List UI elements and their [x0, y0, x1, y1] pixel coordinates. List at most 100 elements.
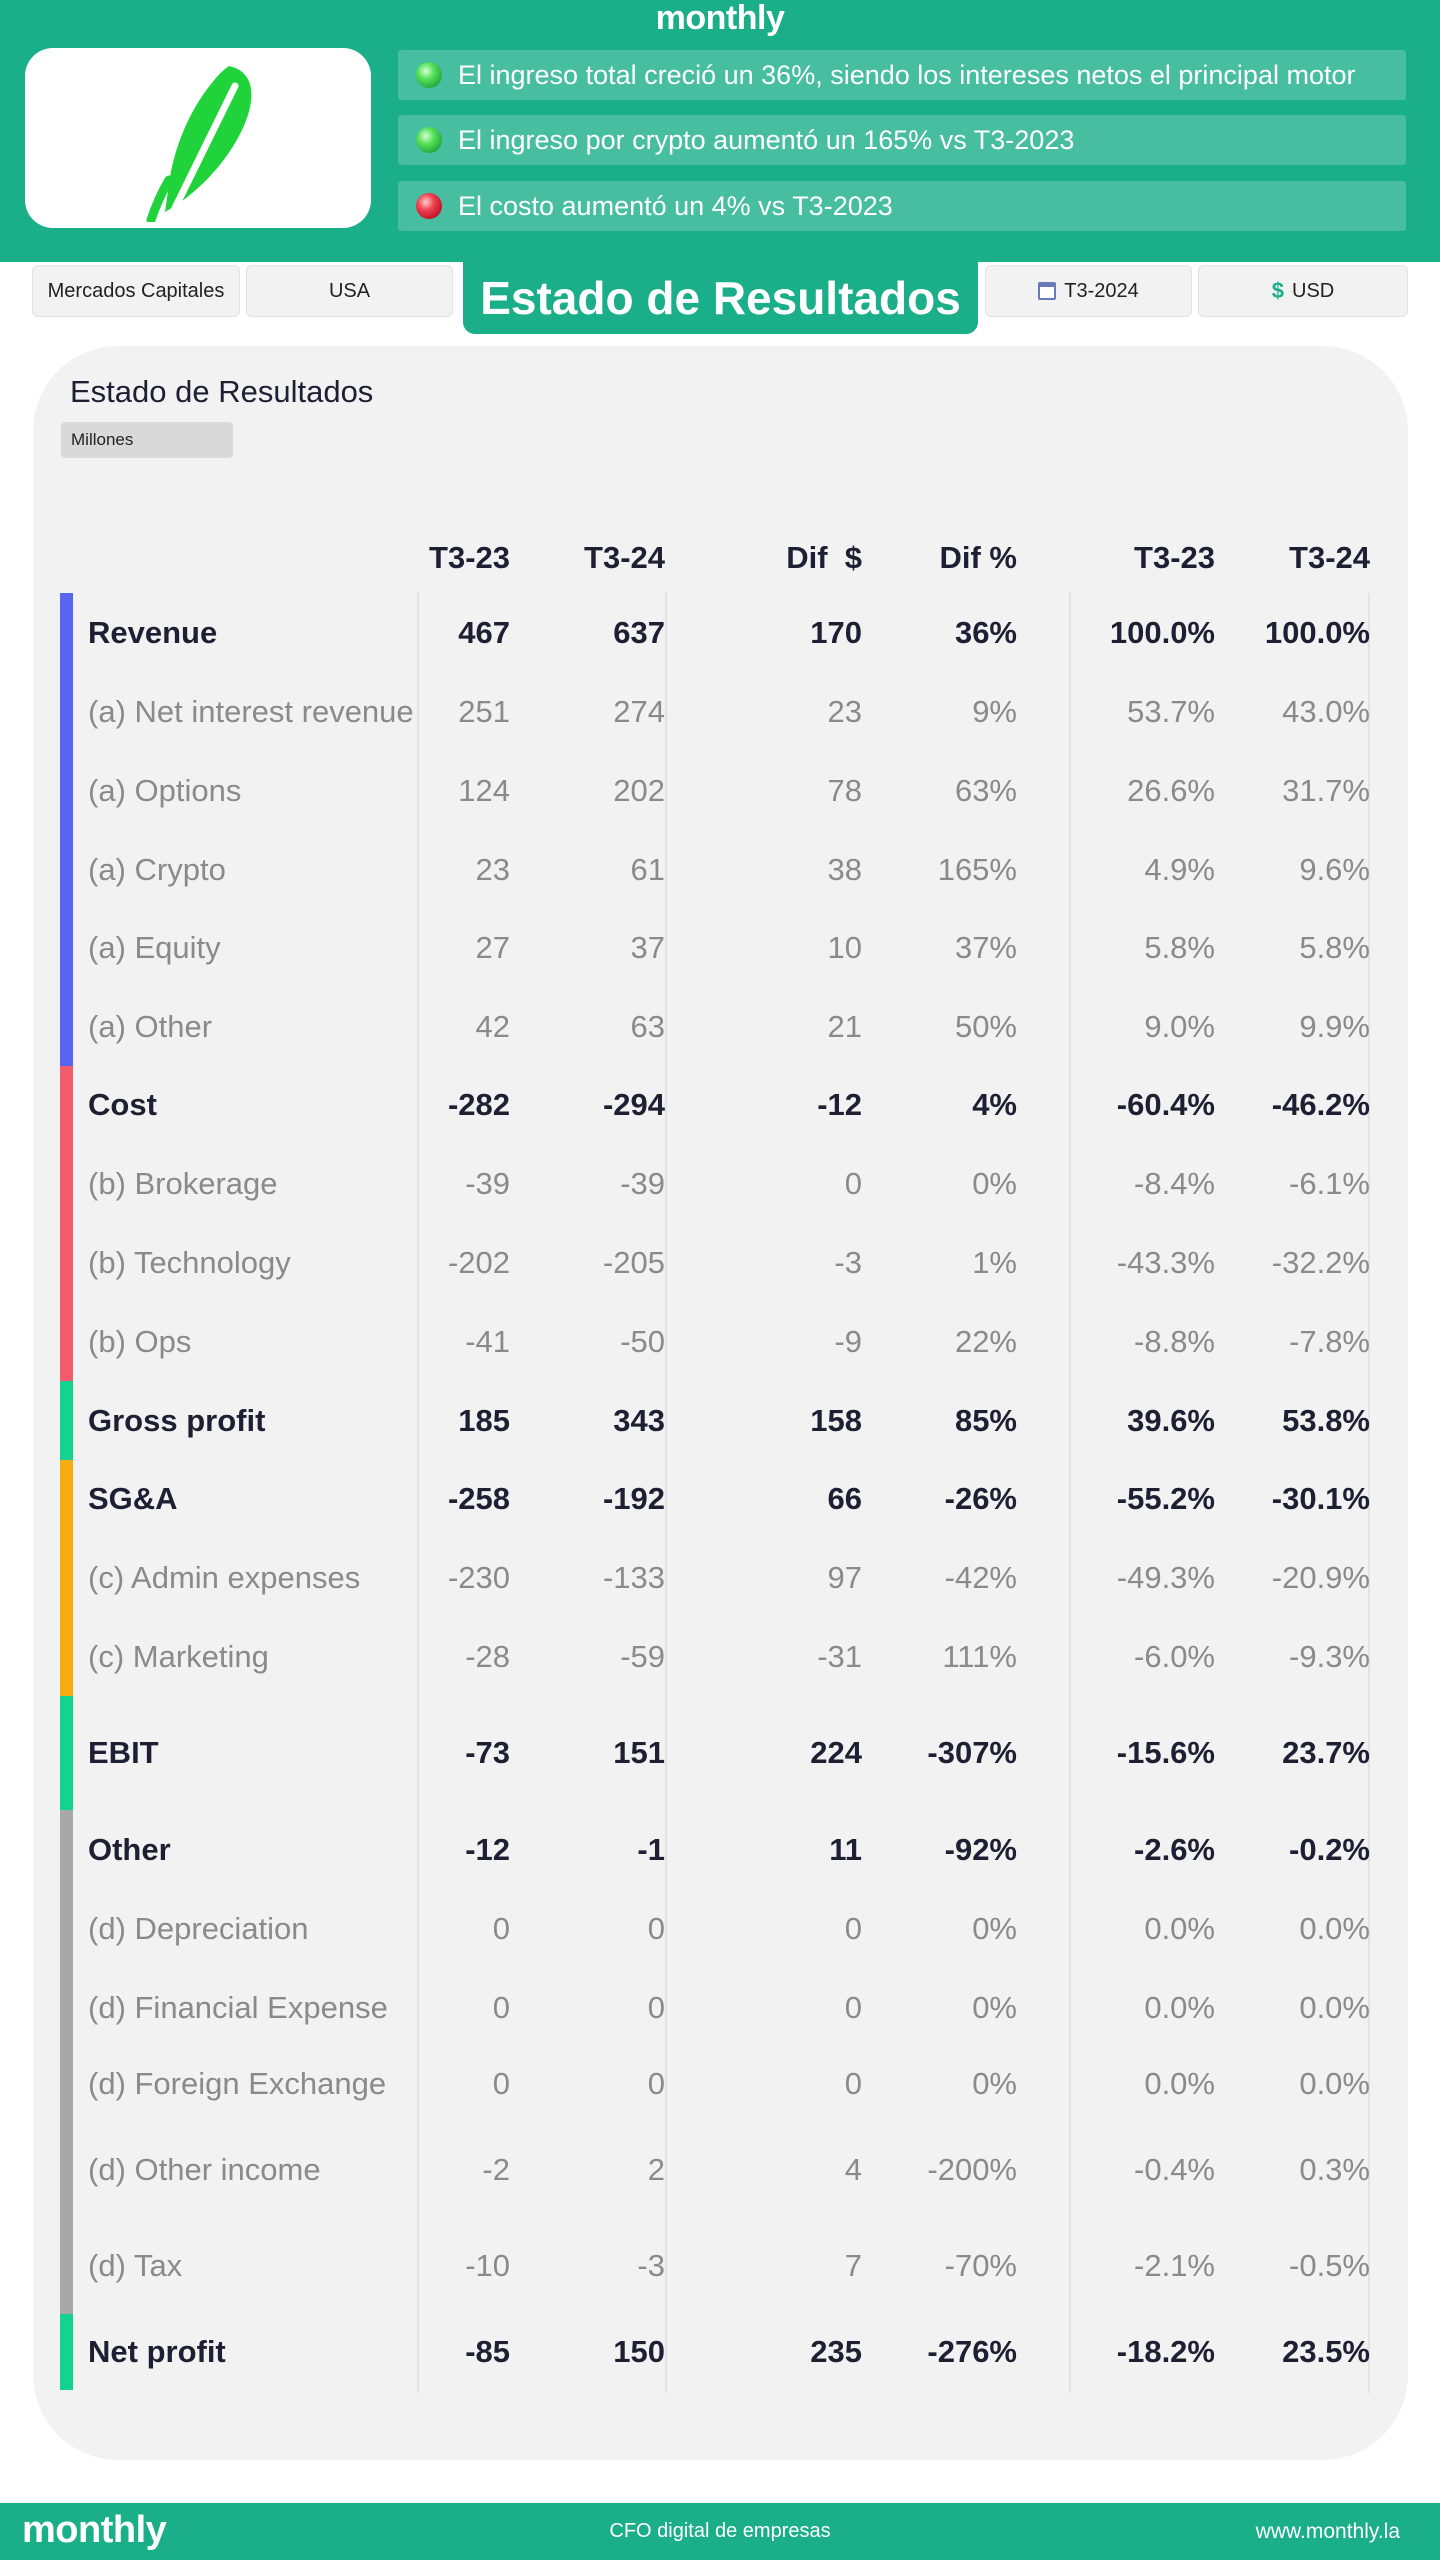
table-cell: -294 [602, 1087, 665, 1122]
table-cell: -59 [620, 1639, 665, 1674]
table-cell: -42% [944, 1560, 1017, 1595]
table-cell: -200% [927, 2152, 1017, 2187]
country-filter[interactable]: USA [246, 265, 453, 317]
feather-logo [146, 66, 252, 222]
category-color-bar [60, 1381, 73, 1460]
table-cell: 53.7% [1127, 694, 1215, 729]
column-header: T3-23 [429, 540, 510, 575]
table-cell: 42 [475, 1009, 510, 1044]
table-cell: 0.0% [1144, 2066, 1215, 2101]
row-label: (c) Marketing [88, 1639, 269, 1674]
table-cell: -49.3% [1116, 1560, 1215, 1595]
table-cell: -55.2% [1116, 1481, 1215, 1516]
row-label: (b) Ops [88, 1324, 192, 1359]
table-cell: -43.3% [1116, 1245, 1215, 1280]
column-divider [665, 593, 667, 2393]
category-color-bar [60, 751, 73, 830]
table-cell: 150 [613, 2334, 665, 2369]
currency-filter-label: USD [1292, 279, 1335, 302]
table-cell: -20.9% [1271, 1560, 1370, 1595]
table-cell: 251 [458, 694, 510, 729]
table-cell: 63% [954, 773, 1017, 808]
table-cell: 4 [844, 2152, 862, 2187]
table-cell: -41 [465, 1324, 510, 1359]
brand-logo-text: monthly [655, 0, 785, 37]
category-color-bar [60, 2314, 73, 2390]
table-cell: 111% [942, 1639, 1017, 1674]
footer-tagline: CFO digital de empresas [609, 2520, 831, 2542]
highlight-text: El ingreso por crypto aumentó un 165% vs… [458, 124, 1075, 155]
category-color-bar [60, 1538, 73, 1617]
footer: monthly CFO digital de empresas www.mont… [0, 2503, 1440, 2560]
table-cell: 0.3% [1299, 2152, 1370, 2187]
table-cell: -73 [465, 1735, 510, 1770]
table-cell: -2.1% [1134, 2248, 1215, 2283]
table-cell: 78 [827, 773, 862, 808]
table-cell: 37% [954, 930, 1017, 965]
table-row: Gross profit 185 343 158 85% 39.6% 53.8% [60, 1381, 1370, 1460]
column-divider [417, 593, 419, 2393]
table-row: (b) Ops -41 -50 -9 22% -8.8% -7.8% [60, 1302, 1370, 1381]
table-title: Estado de Resultados [70, 374, 374, 409]
table-cell: 100.0% [1264, 615, 1370, 650]
table-cell: 0 [492, 1911, 510, 1946]
company-logo-card [25, 48, 371, 228]
table-cell: 0 [844, 1166, 862, 1201]
table-row: (d) Tax -10 -3 7 -70% -2.1% -0.5% [60, 2218, 1370, 2314]
table-cell: 0.0% [1299, 1990, 1370, 2025]
table-cell: -202 [447, 1245, 510, 1280]
table-cell: 53.8% [1282, 1403, 1370, 1438]
table-cell: -9.3% [1289, 1639, 1370, 1674]
table-cell: -8.4% [1134, 1166, 1215, 1201]
table-cell: 0 [844, 1911, 862, 1946]
footer-website-link[interactable]: www.monthly.la [1255, 2520, 1400, 2543]
table-row: (d) Depreciation 0 0 0 0% 0.0% 0.0% [60, 1889, 1370, 1968]
table-cell: 26.6% [1127, 773, 1215, 808]
row-label: Gross profit [88, 1403, 266, 1438]
category-color-bar [60, 1302, 73, 1381]
table-cell: -18.2% [1116, 2334, 1215, 2369]
row-label: (a) Net interest revenue [88, 694, 414, 729]
table-cell: 9.9% [1299, 1009, 1370, 1044]
category-color-bar [60, 593, 73, 672]
category-color-bar [60, 908, 73, 987]
table-cell: -6.0% [1134, 1639, 1215, 1674]
table-cell: -0.5% [1289, 2248, 1370, 2283]
column-divider [1069, 593, 1071, 2393]
row-label: (c) Admin expenses [88, 1560, 361, 1595]
table-row: Cost -282 -294 -12 4% -60.4% -46.2% [60, 1066, 1370, 1144]
period-filter[interactable]: T3-2024 [985, 265, 1192, 317]
table-cell: 23 [475, 852, 510, 887]
category-color-bar [60, 1968, 73, 2047]
row-label: (a) Other [88, 1009, 213, 1044]
table-row: (a) Net interest revenue 251 274 23 9% 53.7% 4… [60, 672, 1370, 751]
table-row: (a) Equity 27 37 10 37% 5.8% 5.8% [60, 908, 1370, 987]
table-cell: 0.0% [1299, 1911, 1370, 1946]
sector-filter[interactable]: Mercados Capitales [32, 265, 240, 317]
row-label: Net profit [88, 2334, 226, 2369]
table-cell: -276% [927, 2334, 1017, 2369]
table-cell: 27 [475, 930, 510, 965]
table-row: (d) Other income -2 2 4 -200% -0.4% 0.3% [60, 2121, 1370, 2218]
table-cell: 202 [613, 773, 665, 808]
table-cell: -6.1% [1289, 1166, 1370, 1201]
table-cell: 0 [844, 2066, 862, 2101]
table-cell: -85 [465, 2334, 510, 2369]
category-color-bar [60, 1617, 73, 1696]
table-cell: 11 [829, 1832, 862, 1867]
table-cell: 9% [972, 694, 1017, 729]
table-cell: 0 [647, 1911, 665, 1946]
unit-badge: Millones [61, 422, 233, 458]
table-row: Revenue 467 637 170 36% 100.0% 100.0% [60, 593, 1370, 672]
table-cell: 63 [630, 1009, 665, 1044]
table-cell: -8.8% [1134, 1324, 1215, 1359]
row-label: SG&A [88, 1481, 178, 1516]
table-cell: -9 [834, 1324, 862, 1359]
trend-down-icon [416, 193, 442, 219]
table-cell: 31.7% [1282, 773, 1370, 808]
currency-filter[interactable]: $ USD [1198, 265, 1408, 317]
table-cell: 0 [647, 2066, 665, 2101]
table-cell: 85% [954, 1403, 1017, 1438]
table-cell: -307% [927, 1735, 1017, 1770]
table-cell: 61 [630, 852, 665, 887]
